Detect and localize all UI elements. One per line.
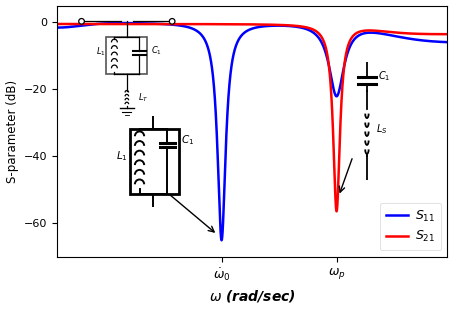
Circle shape	[79, 19, 84, 24]
$S_{11}$	[365, 31, 370, 35]
Text: $L_S$: $L_S$	[376, 123, 387, 136]
Text: $L_T$: $L_T$	[138, 91, 149, 104]
$S_{11}$	[303, 27, 308, 31]
$S_{11}$	[55, 26, 60, 29]
FancyBboxPatch shape	[106, 37, 147, 74]
Text: $L_1$: $L_1$	[116, 149, 127, 163]
$S_{21}$	[74, 22, 80, 26]
FancyBboxPatch shape	[130, 129, 179, 194]
$S_{21}$	[334, 210, 339, 213]
X-axis label: $\omega$ (rad/sec): $\omega$ (rad/sec)	[209, 288, 296, 304]
$S_{21}$	[365, 29, 370, 32]
$S_{11}$	[196, 30, 201, 34]
Circle shape	[169, 19, 175, 24]
$S_{11}$	[285, 24, 291, 28]
Text: $C_1$: $C_1$	[181, 134, 195, 147]
$S_{21}$	[55, 22, 60, 26]
$S_{21}$	[445, 32, 450, 36]
$S_{11}$	[344, 54, 349, 58]
Line: $S_{11}$: $S_{11}$	[58, 23, 448, 240]
$S_{11}$	[74, 24, 80, 28]
$S_{11}$	[120, 21, 125, 25]
$S_{11}$	[219, 238, 224, 242]
$S_{21}$	[303, 25, 308, 29]
Text: $L_1$: $L_1$	[96, 46, 106, 58]
Legend: $S_{11}$, $S_{21}$: $S_{11}$, $S_{21}$	[380, 202, 441, 250]
Y-axis label: S-parameter (dB): S-parameter (dB)	[5, 79, 19, 183]
$S_{21}$	[285, 24, 291, 27]
$S_{21}$	[344, 50, 349, 53]
$S_{21}$	[196, 22, 201, 26]
Line: $S_{21}$: $S_{21}$	[58, 24, 448, 211]
$S_{11}$	[445, 40, 450, 44]
Text: $C_1$: $C_1$	[378, 70, 390, 83]
Text: $C_1$: $C_1$	[150, 45, 162, 57]
